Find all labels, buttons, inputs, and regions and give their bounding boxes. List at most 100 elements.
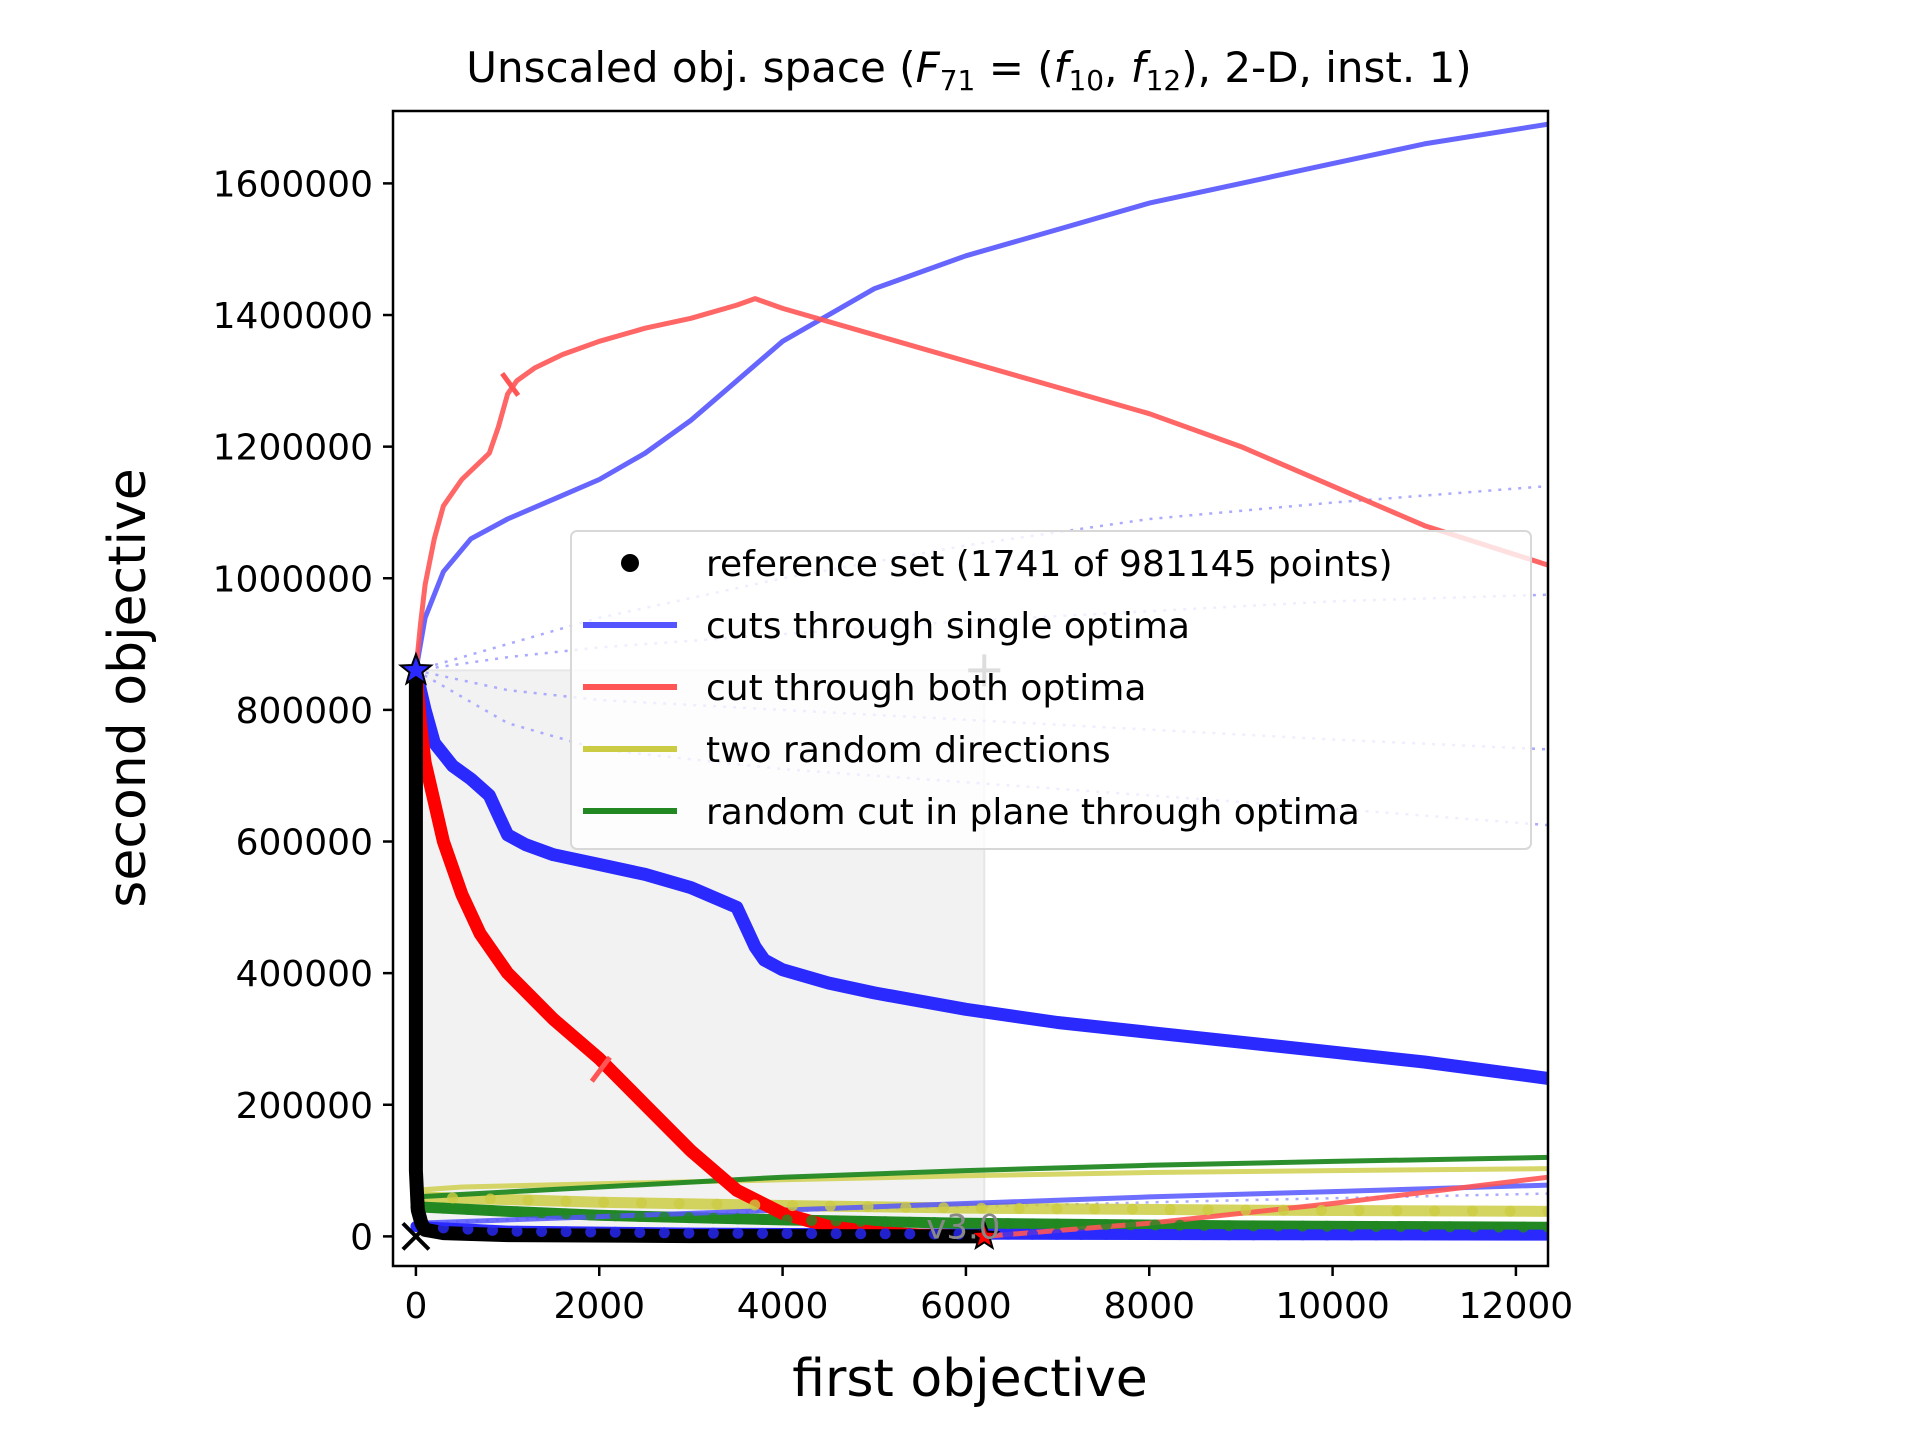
- marker-dot: [1370, 1220, 1382, 1232]
- marker-dot: [634, 1210, 646, 1222]
- marker-dot: [1272, 1220, 1284, 1232]
- marker-dot: [1419, 1229, 1431, 1241]
- legend-label: random cut in plane through optima: [706, 792, 1360, 833]
- marker-dot: [487, 1205, 499, 1217]
- marker-dot: [1429, 1205, 1441, 1217]
- legend: reference set (1741 of 981145 points) cut…: [570, 530, 1532, 850]
- marker-dot: [1149, 1219, 1161, 1231]
- marker-dot: [1051, 1228, 1063, 1240]
- marker-dot: [1346, 1220, 1358, 1232]
- marker-dot: [1240, 1204, 1252, 1216]
- second-optimum-star: [968, 1219, 1001, 1251]
- marker-dot: [1272, 1229, 1284, 1241]
- marker-dot: [462, 1223, 474, 1235]
- marker-dot: [1444, 1229, 1456, 1241]
- marker-dot: [1027, 1228, 1039, 1240]
- marker-dot: [900, 1201, 912, 1213]
- marker-dot: [781, 1227, 793, 1239]
- marker-dot: [1297, 1229, 1309, 1241]
- y-tick-label: 1200000: [213, 428, 373, 469]
- marker-dot: [437, 1222, 449, 1234]
- legend-swatch: [621, 554, 639, 572]
- legend-item: reference set (1741 of 981145 points): [621, 544, 1393, 585]
- y-tick-label: 800000: [236, 691, 373, 732]
- marker-dot: [536, 1225, 548, 1237]
- series-blue-solid-upper: [413, 121, 1548, 673]
- x-axis-label: first objective: [792, 1349, 1148, 1409]
- curve-tick-mark: [500, 371, 521, 397]
- marker-dot: [707, 1227, 719, 1239]
- y-axis: 0 200000 400000 600000 800000 1000000 1200000 1…: [213, 164, 393, 1258]
- marker-dot: [635, 1197, 647, 1209]
- marker-dot: [462, 1203, 474, 1215]
- marker-dot: [707, 1212, 719, 1224]
- first-optimum-star: [397, 651, 434, 686]
- marker-dot: [560, 1195, 572, 1207]
- y-tick-label: 600000: [236, 823, 373, 864]
- series-red-solid-lower: [981, 1174, 1548, 1239]
- marker-dot: [953, 1228, 965, 1240]
- marker-dot: [1517, 1229, 1529, 1241]
- marker-dot: [511, 1206, 523, 1218]
- marker-dot: [1198, 1220, 1210, 1232]
- y-tick-label: 1400000: [213, 296, 373, 337]
- marker-dot: [830, 1215, 842, 1227]
- marker-dot: [1164, 1204, 1176, 1216]
- marker-dot: [511, 1225, 523, 1237]
- marker-dot: [1395, 1229, 1407, 1241]
- marker-dot: [585, 1209, 597, 1221]
- marker-dot: [598, 1196, 610, 1208]
- marker-dot: [1468, 1221, 1480, 1233]
- marker-dot: [824, 1200, 836, 1212]
- marker-dot: [1395, 1221, 1407, 1233]
- marker-dot: [1125, 1219, 1137, 1231]
- series-red-solid-upper: [413, 296, 1548, 673]
- marker-dot: [1100, 1228, 1112, 1240]
- marker-dot: [1504, 1205, 1516, 1217]
- marker-dot: [1466, 1205, 1478, 1217]
- marker-dot: [711, 1198, 723, 1210]
- legend-label: cuts through single optima: [706, 606, 1190, 647]
- marker-dot: [757, 1213, 769, 1225]
- marker-dot: [862, 1201, 874, 1213]
- marker-dot: [938, 1202, 950, 1214]
- y-tick-label: 1000000: [213, 559, 373, 600]
- marker-dot: [806, 1228, 818, 1240]
- marker-dot: [1493, 1221, 1505, 1233]
- marker-dot: [1126, 1203, 1138, 1215]
- marker-dot: [1493, 1229, 1505, 1241]
- marker-dot: [928, 1228, 940, 1240]
- marker-dot: [673, 1198, 685, 1210]
- marker-dot: [1202, 1204, 1214, 1216]
- marker-dot: [1278, 1204, 1290, 1216]
- marker-dot: [1089, 1203, 1101, 1215]
- marker-dot: [1198, 1229, 1210, 1241]
- series-green-solid-upper: [413, 1154, 1548, 1200]
- marker-dot: [1051, 1203, 1063, 1215]
- marker-dot: [879, 1216, 891, 1228]
- legend-label: reference set (1741 of 981145 points): [706, 544, 1393, 585]
- x-tick-label: 6000: [920, 1286, 1012, 1327]
- marker-dot: [975, 1202, 987, 1214]
- marker-dot: [1542, 1205, 1548, 1217]
- series-blue-thick-front: [409, 663, 1548, 1085]
- x-tick-label: 2000: [553, 1286, 645, 1327]
- marker-dot: [1076, 1228, 1088, 1240]
- x-tick-label: 12000: [1459, 1286, 1574, 1327]
- marker-dot: [1346, 1229, 1358, 1241]
- marker-dot: [1247, 1220, 1259, 1232]
- marker-dot: [787, 1200, 799, 1212]
- marker-dot: [1419, 1221, 1431, 1233]
- marker-dot: [658, 1227, 670, 1239]
- legend-item: two random directions: [583, 730, 1111, 771]
- marker-dot: [1444, 1221, 1456, 1233]
- marker-dot: [1391, 1205, 1403, 1217]
- ideal-point-marker: [401, 1221, 431, 1251]
- marker-dot: [1051, 1218, 1063, 1230]
- marker-dot: [1517, 1221, 1529, 1233]
- y-axis-label: second objective: [98, 468, 158, 907]
- x-tick-label: 0: [404, 1286, 427, 1327]
- marker-dot: [1100, 1219, 1112, 1231]
- legend-label: two random directions: [706, 730, 1111, 771]
- marker-dot: [609, 1210, 621, 1222]
